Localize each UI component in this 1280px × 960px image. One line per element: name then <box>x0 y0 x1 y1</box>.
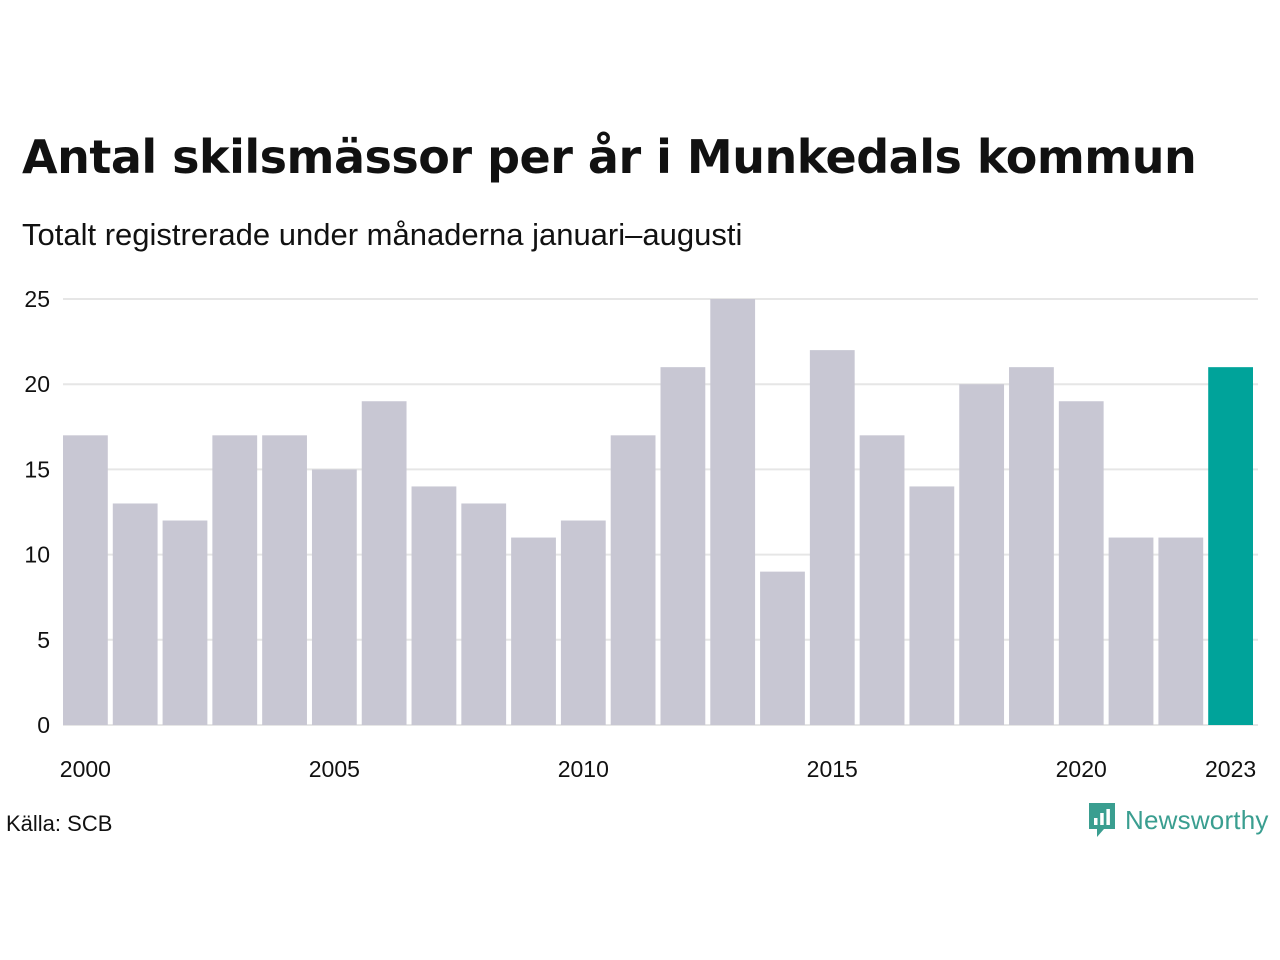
chart-title: Antal skilsmässor per år i Munkedals kom… <box>22 130 1197 184</box>
newsworthy-logo-icon <box>1089 803 1115 837</box>
chart-subtitle: Totalt registrerade under månaderna janu… <box>22 217 743 252</box>
bar-2016 <box>859 435 905 725</box>
bar-2006 <box>361 401 407 725</box>
y-tick-label-15: 15 <box>24 456 50 482</box>
x-tick-label-2015: 2015 <box>807 756 858 782</box>
bar-2010 <box>560 520 606 725</box>
y-tick-label-10: 10 <box>24 542 50 568</box>
y-tick-label-25: 25 <box>24 286 50 312</box>
x-tick-label-2020: 2020 <box>1056 756 1107 782</box>
x-tick-label-2010: 2010 <box>558 756 609 782</box>
bar-2017 <box>909 486 955 725</box>
bar-2020 <box>1058 401 1104 725</box>
y-tick-label-20: 20 <box>24 371 50 397</box>
y-tick-label-5: 5 <box>37 627 50 653</box>
bar-2022 <box>1158 537 1204 725</box>
bar-2003 <box>212 435 258 725</box>
bar-2014 <box>760 571 805 725</box>
bar-2002 <box>162 520 208 725</box>
y-tick-label-0: 0 <box>37 712 50 738</box>
bar-2018 <box>959 384 1005 725</box>
bar-2013 <box>710 299 756 725</box>
bar-2007 <box>411 486 457 725</box>
bar-2019 <box>1009 367 1054 725</box>
bar-2011 <box>610 435 656 725</box>
source-label: Källa: SCB <box>6 811 113 836</box>
bars <box>63 299 1253 725</box>
y-axis-ticks: 0 5 10 15 20 25 <box>24 286 50 738</box>
bar-2008 <box>461 503 507 725</box>
x-tick-label-2005: 2005 <box>309 756 360 782</box>
bar-2004 <box>262 435 307 725</box>
brand-name: Newsworthy <box>1125 804 1269 835</box>
bar-2005 <box>311 469 357 725</box>
bar-2021 <box>1108 537 1154 725</box>
x-axis-ticks: 2000 2005 2010 2015 2020 2023 <box>60 756 1256 782</box>
brand-logo: Newsworthy <box>1087 801 1269 839</box>
bar-2009 <box>511 537 556 725</box>
x-tick-label-2000: 2000 <box>60 756 111 782</box>
bar-2012 <box>660 367 706 725</box>
bar-2015 <box>809 350 855 725</box>
x-tick-label-2023: 2023 <box>1205 756 1256 782</box>
bar-2023 <box>1208 367 1253 725</box>
bar-2000 <box>63 435 108 725</box>
bar-2001 <box>112 503 158 725</box>
bar-chart: 0 5 10 15 20 25 2000 2005 2010 2015 2020 2023 <box>24 286 1258 782</box>
